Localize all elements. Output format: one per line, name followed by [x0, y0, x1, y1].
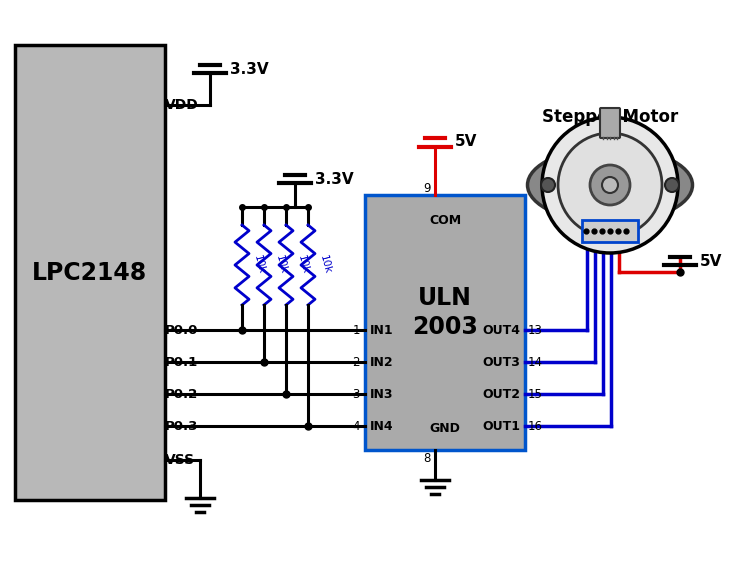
- Text: Stepper Motor: Stepper Motor: [542, 108, 678, 126]
- Text: ULN
2003: ULN 2003: [412, 285, 478, 339]
- Text: 14: 14: [528, 356, 543, 369]
- Bar: [15, 45, 165, 500]
- Text: 8: 8: [423, 452, 430, 464]
- Text: 10k: 10k: [296, 254, 310, 276]
- Text: IN2: IN2: [370, 356, 394, 369]
- Text: P0.0: P0.0: [165, 324, 198, 336]
- Circle shape: [541, 178, 555, 192]
- Text: 15: 15: [528, 387, 543, 401]
- Text: OUT2: OUT2: [482, 387, 520, 401]
- Text: 13: 13: [528, 324, 543, 336]
- Text: OUT4: OUT4: [482, 324, 520, 336]
- Text: 10k: 10k: [318, 254, 333, 276]
- Text: 2: 2: [352, 356, 360, 369]
- Text: 3: 3: [352, 387, 360, 401]
- Text: P0.1: P0.1: [165, 356, 198, 369]
- Bar: [582, 220, 638, 242]
- Text: IN1: IN1: [370, 324, 394, 336]
- Text: 3.3V: 3.3V: [230, 61, 268, 77]
- Text: 1: 1: [352, 324, 360, 336]
- Text: 10k: 10k: [252, 254, 267, 276]
- Text: VDD: VDD: [165, 98, 199, 112]
- Text: OUT3: OUT3: [482, 356, 520, 369]
- Text: P0.2: P0.2: [165, 387, 198, 401]
- Circle shape: [590, 165, 630, 205]
- Text: P0.3: P0.3: [165, 419, 198, 432]
- Text: 5V: 5V: [455, 135, 477, 150]
- Circle shape: [558, 133, 662, 237]
- Text: 5V: 5V: [700, 253, 722, 269]
- Text: GND: GND: [430, 422, 460, 435]
- FancyBboxPatch shape: [600, 108, 620, 138]
- Text: IN3: IN3: [370, 387, 394, 401]
- Ellipse shape: [527, 147, 692, 222]
- Text: OUT1: OUT1: [482, 419, 520, 432]
- Text: VSS: VSS: [165, 453, 195, 467]
- Circle shape: [602, 177, 618, 193]
- Circle shape: [665, 178, 679, 192]
- Text: COM: COM: [429, 214, 461, 226]
- Text: 16: 16: [528, 419, 543, 432]
- Text: 4: 4: [352, 419, 360, 432]
- Text: 9: 9: [423, 181, 430, 194]
- Bar: [365, 195, 525, 450]
- Text: 10k: 10k: [274, 254, 289, 276]
- Circle shape: [542, 117, 678, 253]
- Text: LPC2148: LPC2148: [32, 260, 148, 284]
- Text: IN4: IN4: [370, 419, 394, 432]
- Text: 3.3V: 3.3V: [315, 171, 354, 187]
